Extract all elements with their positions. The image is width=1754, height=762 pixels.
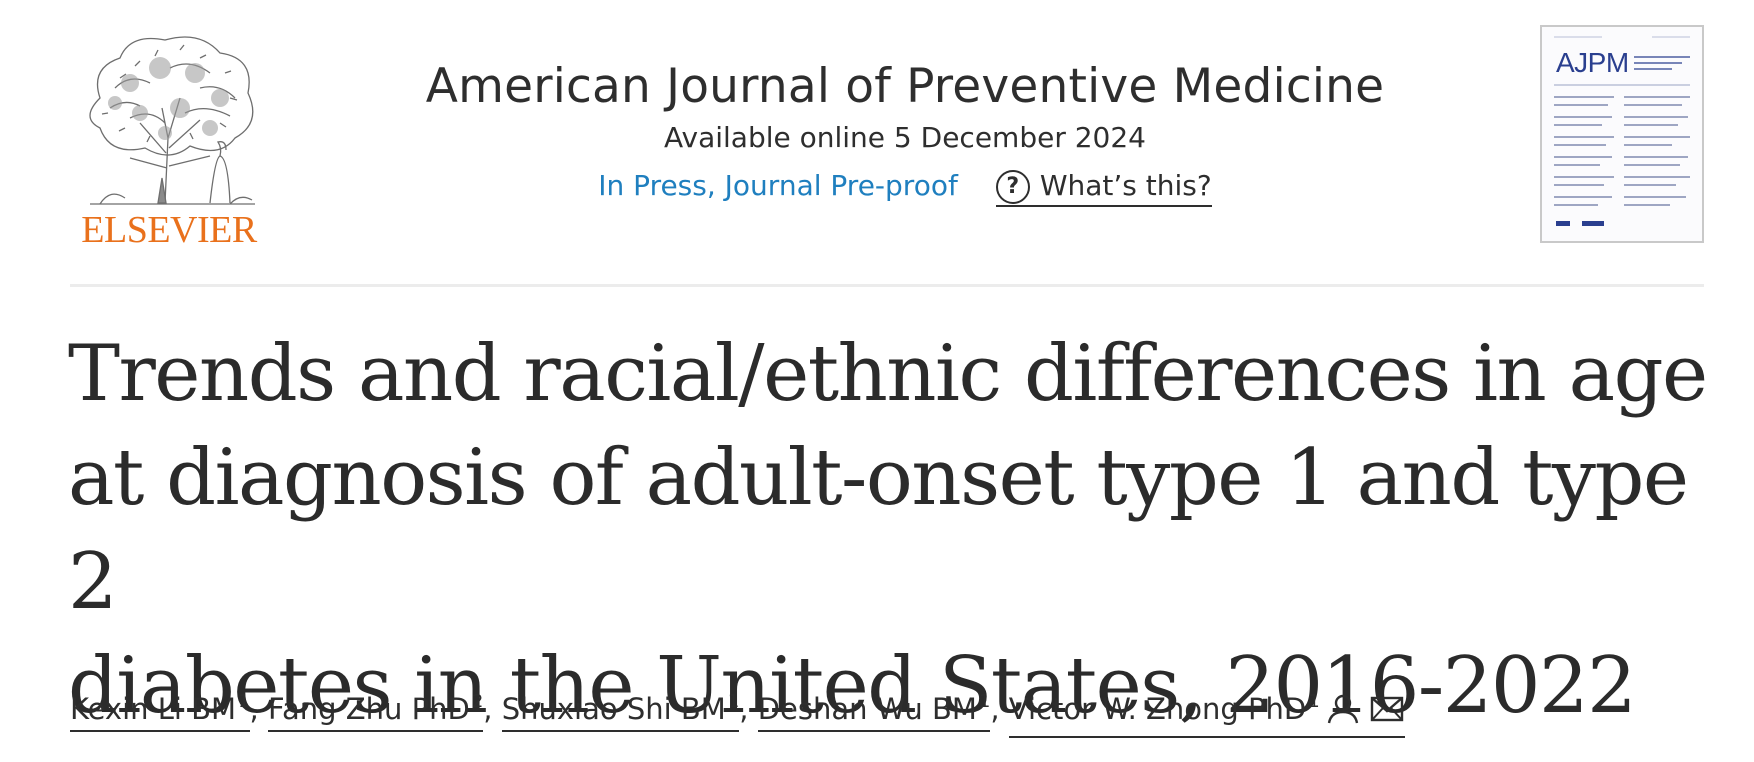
author-link[interactable]: Deshan Wu BM 1 bbox=[757, 688, 991, 732]
envelope-icon bbox=[1370, 696, 1404, 722]
available-online-date: Available online 5 December 2024 bbox=[663, 121, 1146, 154]
author-affiliation: 1 bbox=[978, 691, 991, 712]
author-link[interactable]: Fang Zhu PhD 2 bbox=[267, 688, 484, 732]
journal-title[interactable]: American Journal of Preventive Medicine bbox=[425, 59, 1385, 114]
author-separator: , bbox=[483, 692, 493, 726]
author-list: Kexin Li BM 1, Fang Zhu PhD 2, Shuxiao Shi… bbox=[70, 684, 1405, 738]
whats-this-link[interactable]: ? What’s this? bbox=[995, 167, 1212, 207]
header-divider bbox=[70, 284, 1704, 287]
whats-this-label: What’s this? bbox=[1039, 169, 1212, 202]
author-name: Kexin Li BM bbox=[70, 692, 237, 726]
author-affiliation: 1 bbox=[238, 691, 250, 712]
author-separator: , bbox=[249, 692, 259, 726]
author-link[interactable]: Shuxiao Shi BM 1 bbox=[501, 688, 740, 732]
article-title-line: at diagnosis of adult-onset type 1 and t… bbox=[68, 433, 1689, 627]
article-status-row: In Press, Journal Pre-proof? What’s this? bbox=[360, 164, 1450, 208]
journal-info: American Journal of Preventive Medicine … bbox=[360, 52, 1450, 208]
journal-cover-title: AJPM bbox=[1556, 47, 1629, 78]
author-name: Deshan Wu BM bbox=[757, 692, 977, 726]
author-separator: , bbox=[739, 692, 749, 726]
author-link[interactable]: Kexin Li BM 1 bbox=[70, 688, 250, 732]
elsevier-logo[interactable]: ELSEVIER bbox=[70, 28, 268, 250]
author-name: Fang Zhu PhD bbox=[267, 692, 470, 726]
author-separator: , bbox=[990, 692, 1000, 726]
author-icons bbox=[1326, 693, 1405, 736]
journal-cover-text-lines-icon bbox=[1554, 36, 1690, 226]
author-name: Victor W. Zhong PhD bbox=[1008, 692, 1307, 726]
article-title: Trends and racial/ethnic differences in … bbox=[68, 322, 1728, 738]
journal-cover-thumbnail[interactable]: AJPM bbox=[1540, 25, 1704, 243]
author-affiliation: 1 bbox=[1308, 691, 1320, 712]
author-affiliation: 1 bbox=[727, 691, 740, 712]
author-affiliation: 2 bbox=[471, 691, 484, 712]
question-mark-icon: ? bbox=[995, 170, 1030, 204]
author-name: Shuxiao Shi BM bbox=[501, 692, 726, 726]
elsevier-tree-logo-icon bbox=[89, 36, 255, 205]
article-title-line: Trends and racial/ethnic differences in … bbox=[68, 329, 1708, 419]
publisher-name: ELSEVIER bbox=[81, 209, 257, 251]
person-icon bbox=[1327, 694, 1358, 724]
article-status-label: In Press, Journal Pre-proof bbox=[598, 169, 958, 202]
author-link-corresponding[interactable]: Victor W. Zhong PhD 1 bbox=[1008, 688, 1405, 738]
